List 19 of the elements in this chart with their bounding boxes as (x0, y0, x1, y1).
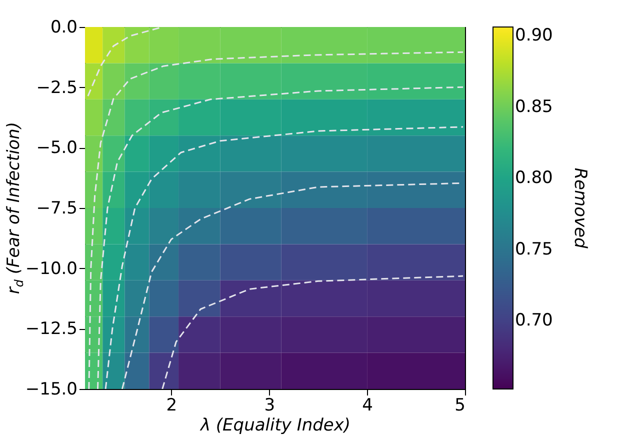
y-tick-label: −5.0 (36, 138, 78, 158)
x-tick-label: 3 (264, 396, 276, 416)
y-tick-label: −10.0 (25, 258, 78, 279)
color-bar-label: 0.90 (515, 26, 553, 46)
x-tick-label: 2 (166, 396, 178, 416)
y-axis-title: rd (Fear of Infection) (4, 122, 26, 294)
y-tick-label: −15.0 (25, 380, 78, 400)
y-tick-label: −12.5 (25, 319, 78, 340)
y-tick-label: 0.0 (50, 18, 78, 38)
color-bar-label: 0.70 (515, 310, 553, 331)
color-bar-label: 0.80 (515, 168, 553, 188)
y-tick-label: −7.5 (36, 198, 78, 218)
color-bar-label: 0.75 (515, 239, 553, 260)
color-bar-title: Removed (570, 168, 590, 248)
x-tick-label: 5 (454, 396, 466, 416)
x-axis-title: λ (Equality Index) (199, 416, 351, 436)
color-bar-label: 0.85 (515, 96, 553, 117)
y-tick-label: −2.5 (36, 78, 78, 98)
x-tick-label: 4 (362, 396, 373, 416)
